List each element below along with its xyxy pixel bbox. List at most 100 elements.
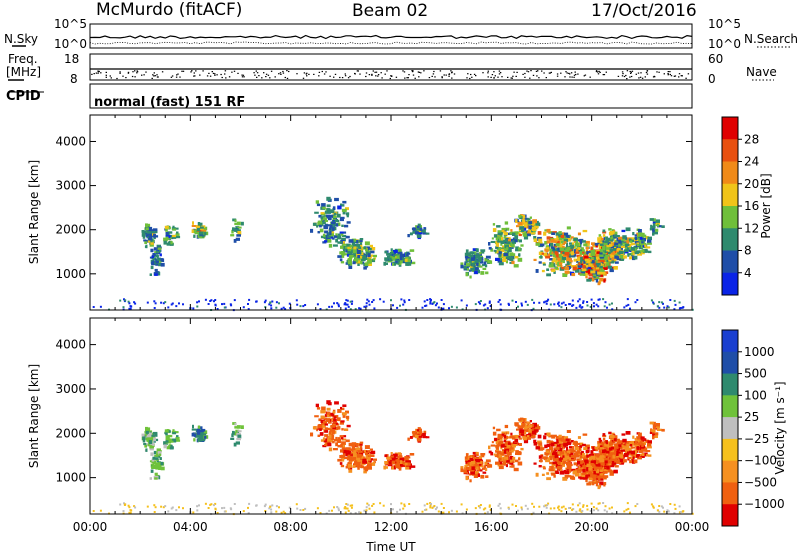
nave-point [681,75,683,77]
velocity-cell [619,458,624,463]
power-cell [344,302,347,305]
power-cell [609,239,613,244]
nave-label: Nave [746,65,777,79]
power-cell [173,236,177,239]
power-cell [552,257,557,261]
nave-point [406,77,408,79]
power-cell [134,302,137,305]
power-cell [295,299,298,302]
velocity-cell [470,471,475,475]
power-cell [196,305,199,308]
nave-point [408,74,410,76]
power-cell [315,200,319,204]
power-cell [546,240,551,244]
power-cell [234,219,237,222]
power-cell [348,265,353,269]
power-cell [352,249,357,254]
velocity-cell [504,442,508,446]
velocity-cell [599,466,603,470]
power-cell [347,260,352,264]
velocity-cell [608,431,612,435]
velocity-cell [207,507,210,509]
power-cell [437,306,440,309]
velocity-cell [479,504,482,506]
velocity-cell [214,502,217,505]
power-cell [153,247,157,251]
nave-point [571,76,573,78]
power-cell [532,219,537,224]
velocity-cell [504,448,509,452]
power-cell [560,240,564,244]
nave-point [522,73,524,75]
power-cell [639,236,643,240]
velocity-cell [369,448,373,451]
velocity-cell [345,439,350,443]
power-cell [355,257,361,261]
power-cell [546,300,549,303]
power-cell [460,262,464,266]
velocity-cell [581,510,584,512]
power-cell [236,234,241,237]
power-cell [519,221,523,226]
power-cell [601,245,606,250]
power-cell [586,259,591,264]
velocity-cell [563,442,568,447]
velocity-cell [429,504,432,507]
nave-point [499,72,502,74]
velocity-cell [168,430,171,433]
nave-point [630,72,632,74]
nave-point [645,71,648,74]
velocity-colorbar-label: 25 [744,410,759,424]
power-cell [352,261,356,265]
power-cell [345,299,348,302]
velocity-cell [598,463,603,466]
power-cell [129,307,132,310]
velocity-cell [517,509,519,512]
velocity-cell [460,503,463,506]
velocity-cell [601,441,604,445]
power-cell [634,301,637,304]
power-cell [270,304,273,307]
velocity-cell [512,443,515,447]
velocity-cell [347,509,350,512]
velocity-cell [204,435,207,439]
power-cell [350,302,353,305]
power-cell [507,302,510,305]
power-colorbar-segment [722,250,738,274]
velocity-cell [592,448,597,451]
velocity-cell [365,455,368,459]
power-cell [618,240,622,244]
power-cell [302,305,305,308]
velocity-cell [600,462,605,466]
power-cell [632,232,635,236]
power-cell [517,305,519,308]
velocity-cell [661,428,665,432]
noise-sky-trace [89,34,693,40]
velocity-cell [333,418,337,422]
velocity-cell [550,450,555,454]
velocity-cell [518,437,522,440]
power-cell [362,257,368,260]
power-cell [172,228,177,231]
velocity-cell [674,507,677,510]
velocity-cell [149,446,154,451]
velocity-cell [579,442,584,447]
power-cell [650,224,653,229]
velocity-cell [632,460,636,464]
power-cell [357,255,360,259]
velocity-cell [598,471,601,475]
velocity-cell [586,508,589,511]
velocity-cell [506,444,511,448]
velocity-cell [538,455,544,459]
power-cell [549,303,552,306]
nave-point [535,70,538,72]
power-cell [570,236,574,239]
power-cell [209,300,212,302]
power-cell [599,265,603,269]
velocity-cell [154,457,159,460]
velocity-cell [625,447,630,450]
velocity-cell [329,436,334,441]
nave-point [265,76,267,78]
power-cell [547,253,550,256]
velocity-cell [649,431,654,434]
